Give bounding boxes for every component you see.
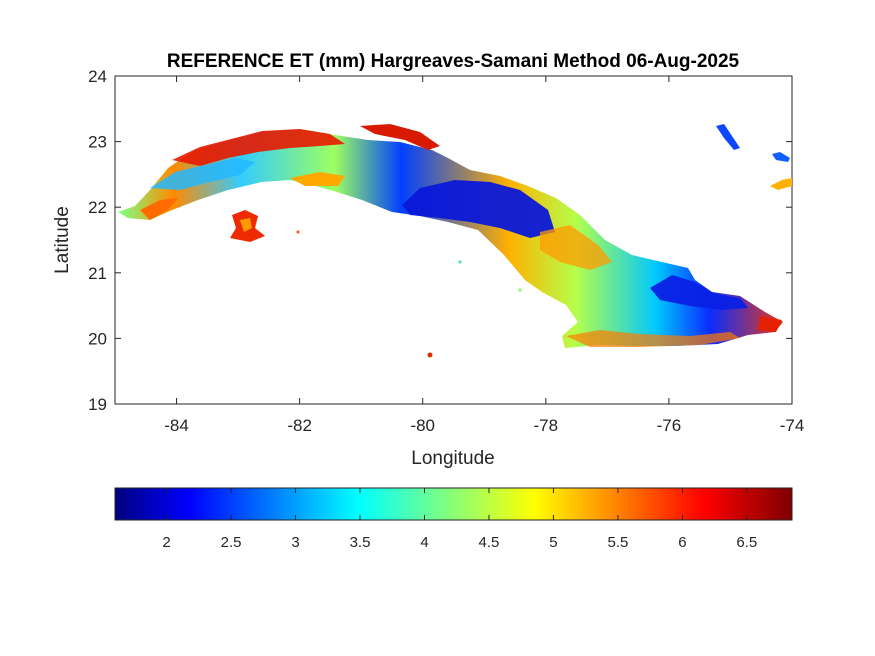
- x-axis-label: Longitude: [411, 448, 494, 469]
- south-central-warm-band: [540, 225, 612, 270]
- colorbar-gradient: [114, 487, 793, 521]
- y-tick-label: 21: [88, 264, 107, 283]
- cay-central-north: [290, 172, 345, 186]
- north-coast-band: [172, 129, 345, 166]
- chart-title: REFERENCE ET (mm) Hargreaves-Samani Meth…: [167, 51, 740, 72]
- east-low-et-zone: [650, 275, 748, 310]
- colorbar-ticks: 2 2.5 3 3.5 4 4.5 5 5.5 6 6.5: [162, 488, 757, 551]
- isla-inner-patch: [240, 218, 252, 232]
- y-tick-label: 23: [88, 133, 107, 152]
- colorbar-tick-label: 6: [678, 534, 686, 551]
- et-raster: [118, 124, 792, 358]
- colorbar-tick-label: 5.5: [607, 534, 628, 551]
- y-tick-label: 19: [88, 395, 107, 414]
- colorbar-tick-label: 2.5: [221, 534, 242, 551]
- bahamas-fragment-3: [770, 178, 792, 190]
- y-tick-label: 20: [88, 329, 107, 348]
- x-tick-label: -74: [780, 416, 805, 435]
- colorbar-tick-label: 3.5: [350, 534, 371, 551]
- y-axis-label: Latitude: [52, 206, 73, 274]
- plot-frame: [114, 75, 793, 405]
- y-axis: 24 23 22 21 20 19: [88, 67, 792, 414]
- x-tick-label: -82: [287, 416, 312, 435]
- x-tick-label: -78: [534, 416, 559, 435]
- west-cyan-patch: [150, 158, 255, 190]
- x-axis: -84 -82 -80 -78 -76 -74: [164, 76, 804, 435]
- gulf-cay-dot-3: [458, 260, 462, 264]
- colorbar-tick-label: 4: [420, 534, 428, 551]
- west-tip-band: [140, 198, 178, 220]
- map-plot-area: -84 -82 -80 -78 -76 -74 24 23 22 21 20 19 Longitud…: [52, 67, 804, 469]
- x-tick-label: -80: [410, 416, 435, 435]
- east-tip-high-et: [758, 316, 782, 332]
- cuba-main-island: [118, 129, 783, 348]
- gulf-cay-dot-1: [296, 230, 300, 234]
- bahamas-fragment-1: [716, 124, 740, 150]
- y-tick-label: 22: [88, 198, 107, 217]
- colorbar: 2 2.5 3 3.5 4 4.5 5 5.5 6 6.5: [114, 487, 793, 551]
- colorbar-tick-label: 2: [162, 534, 170, 551]
- south-coast-band: [566, 330, 740, 347]
- south-cay-dot: [427, 352, 433, 358]
- north-cays: [360, 124, 440, 150]
- bahamas-fragment-2: [772, 152, 790, 162]
- y-tick-label: 24: [88, 67, 107, 86]
- x-tick-label: -84: [164, 416, 189, 435]
- colorbar-tick-label: 4.5: [479, 534, 500, 551]
- central-low-et-zone: [402, 180, 555, 238]
- colorbar-tick-label: 6.5: [736, 534, 757, 551]
- x-tick-label: -76: [657, 416, 682, 435]
- gulf-cay-dot-2: [518, 288, 522, 292]
- colorbar-tick-label: 5: [549, 534, 557, 551]
- colorbar-tick-label: 3: [291, 534, 299, 551]
